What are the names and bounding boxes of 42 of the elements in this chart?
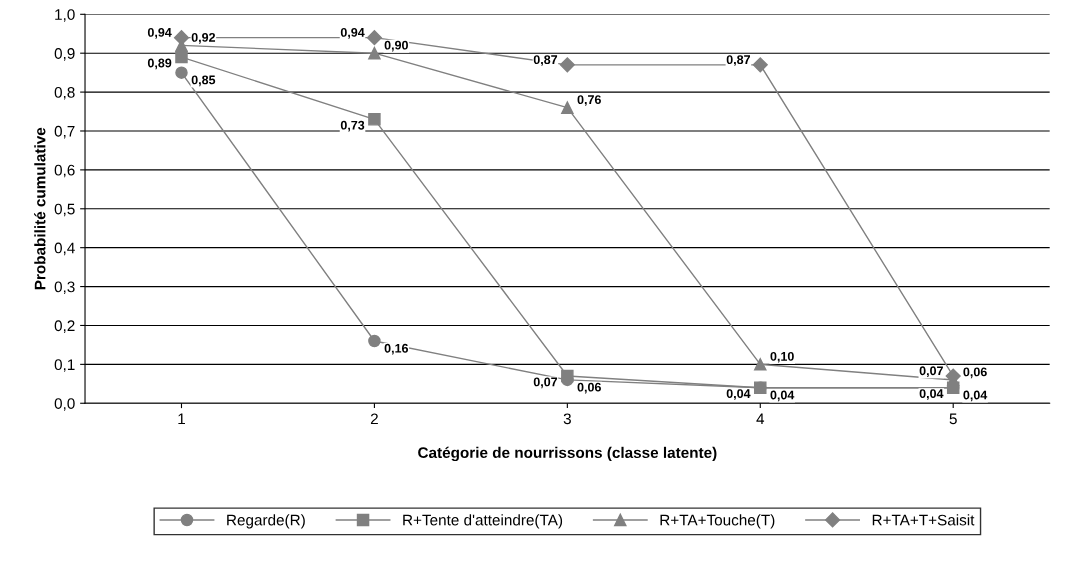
x-tick-label: 2	[370, 413, 378, 425]
y-axis-title: Probabilité cumulative	[34, 127, 46, 290]
y-tick-label: 0,9	[54, 48, 75, 61]
x-tick-label: 5	[949, 413, 957, 425]
data-label: 0,04	[963, 390, 988, 402]
data-label: 0,90	[384, 40, 408, 52]
data-label: 0,87	[726, 55, 751, 66]
y-tick-label: 0,2	[54, 320, 75, 333]
data-label: 0,04	[770, 390, 795, 402]
legend-label: R+Tente d'atteindre(TA)	[403, 514, 563, 529]
y-tick-label: 0,8	[54, 86, 75, 100]
data-label: 0,16	[384, 343, 409, 355]
data-label: 0,89	[147, 58, 172, 70]
data-label: 0,76	[577, 95, 601, 106]
y-tick-label: 0,7	[54, 125, 75, 139]
y-tick-label: 0,4	[54, 242, 75, 256]
data-label: 0,10	[770, 351, 794, 363]
data-label: 0,85	[191, 75, 216, 87]
y-tick-label: 0,3	[54, 281, 75, 295]
y-tick-label: 0,0	[54, 398, 75, 411]
y-tick-label: 0,6	[54, 164, 75, 178]
x-tick-label: 1	[178, 413, 185, 425]
x-tick-label: 4	[756, 413, 765, 425]
legend-label: Regarde(R)	[227, 514, 305, 529]
y-tick-label: 0,5	[54, 203, 75, 217]
x-axis-title: Catégorie de nourrissons (classe latente)	[418, 446, 717, 462]
data-label: 0,07	[919, 366, 943, 378]
y-tick-label: 0,1	[54, 359, 75, 372]
data-label: 0,73	[340, 120, 365, 132]
data-label: 0,94	[147, 27, 172, 39]
data-label: 0,04	[726, 389, 751, 400]
x-tick-label: 3	[563, 413, 571, 425]
data-label: 0,06	[963, 367, 987, 379]
data-label: 0,07	[533, 377, 558, 389]
legend-label: R+TA+Touche(T)	[660, 514, 775, 529]
data-label: 0,06	[577, 382, 601, 394]
data-label: 0,04	[919, 389, 944, 400]
legend-label: R+TA+T+Saisit	[872, 514, 975, 526]
data-label: 0,94	[340, 27, 365, 39]
y-tick-label: 1,0	[55, 9, 75, 22]
data-label: 0,87	[533, 55, 558, 66]
data-label: 0,92	[191, 32, 216, 44]
